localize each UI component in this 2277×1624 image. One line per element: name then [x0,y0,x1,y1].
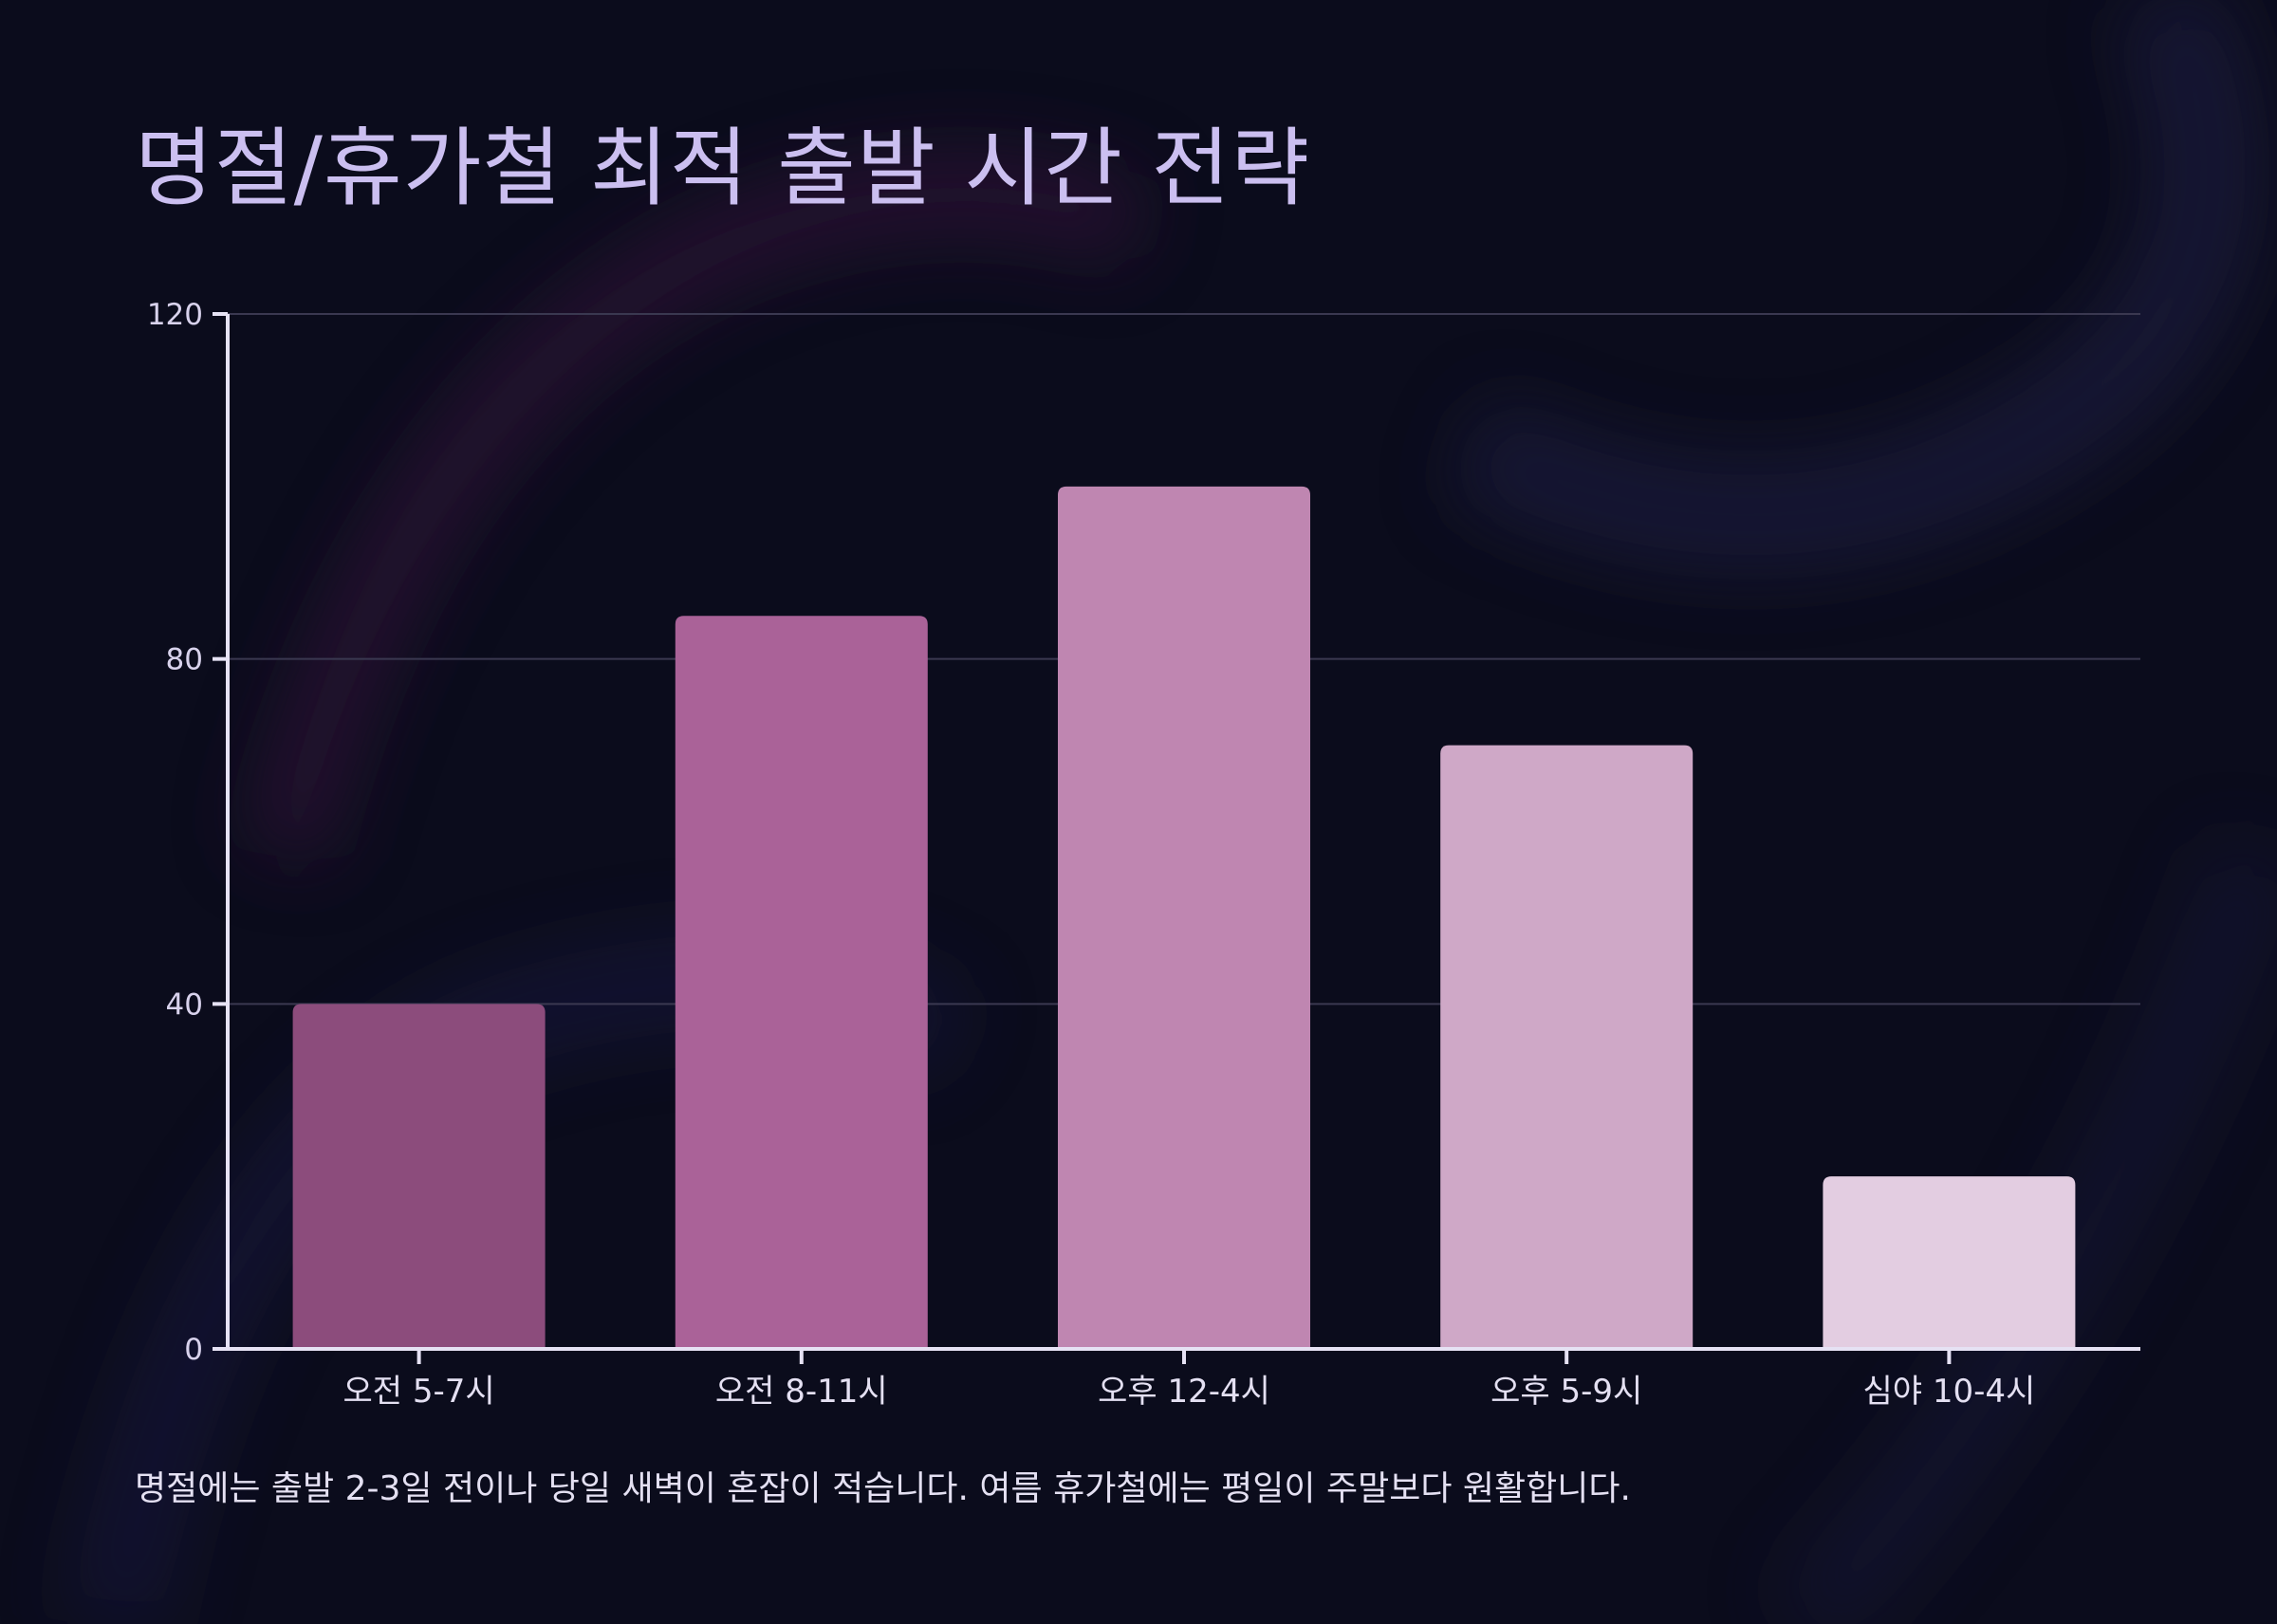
bar-5 [1823,1176,2076,1349]
chart-note: 명절에는 출발 2-3일 전이나 당일 새벽이 혼잡이 적습니다. 여름 휴가철… [135,1469,1631,1508]
bars [292,486,2076,1349]
y-tick-label: 40 [166,987,203,1022]
bar-3 [1058,486,1310,1349]
bar-1 [292,1004,546,1349]
x-tick-label: 오전 5-7시 [343,1373,495,1411]
y-tick-label: 80 [166,643,203,677]
x-tick-label: 심야 10-4시 [1862,1373,2035,1411]
x-tick-label: 오전 8-11시 [715,1373,888,1411]
x-tick-label: 오후 12-4시 [1098,1373,1270,1411]
axis-labels: 0 40 80 120 오전 5-7시 오전 8-11시 오후 12-4시 오후 5-9시 심야… [147,298,2035,1411]
x-tick-label: 오후 5-9시 [1490,1373,1642,1411]
y-tick-label: 0 [184,1333,203,1367]
axes [213,312,2140,1364]
y-tick-label: 120 [147,298,203,332]
chart-title: 명절/휴가철 최적 출발 시간 전략 [135,119,1311,218]
bar-4 [1440,745,1694,1349]
bar-2 [675,616,928,1349]
